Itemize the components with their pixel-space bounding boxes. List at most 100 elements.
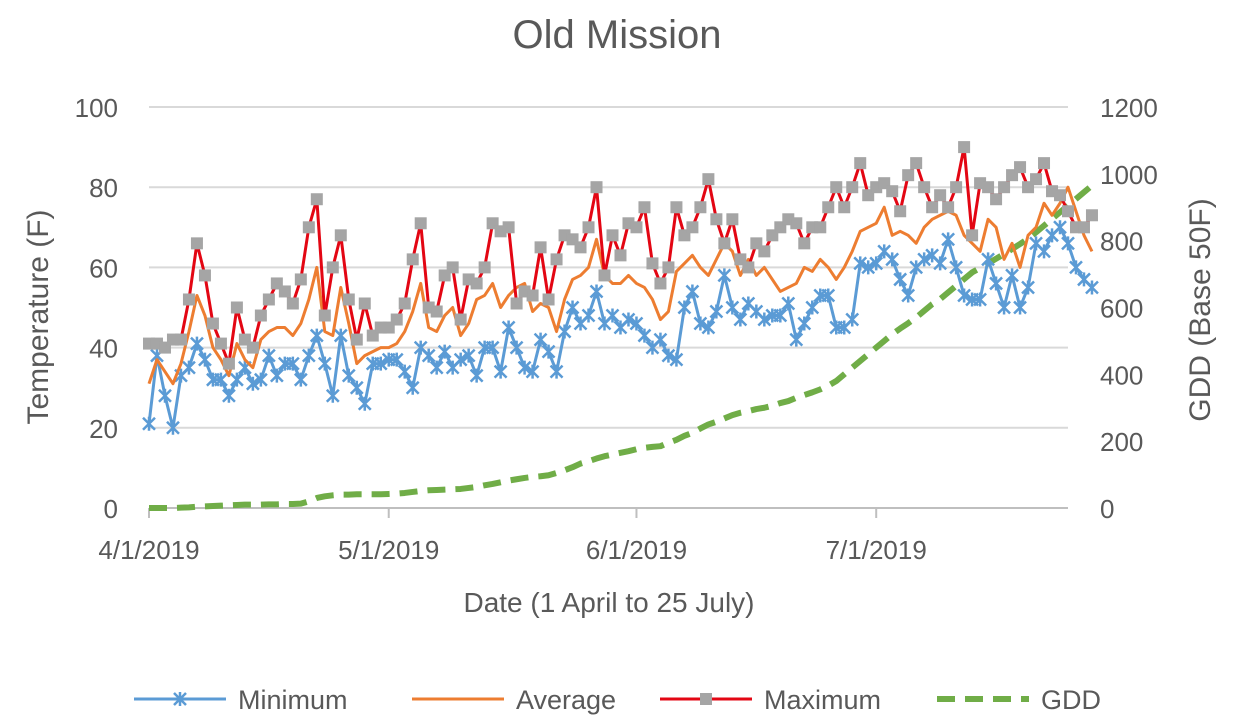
data-point-maximum bbox=[526, 289, 539, 302]
data-point-maximum bbox=[766, 229, 779, 242]
data-point-maximum bbox=[478, 261, 491, 274]
data-point-minimum bbox=[1037, 244, 1051, 259]
data-point-maximum bbox=[158, 341, 171, 354]
data-point-maximum bbox=[550, 253, 563, 266]
series-gdd bbox=[149, 183, 1094, 511]
data-point-maximum bbox=[854, 157, 867, 170]
data-point-maximum bbox=[926, 201, 939, 214]
y-tick-label: 60 bbox=[89, 253, 118, 283]
data-point-minimum bbox=[661, 348, 676, 363]
data-point-minimum bbox=[325, 388, 340, 403]
data-point-maximum bbox=[798, 237, 811, 250]
data-point-minimum bbox=[222, 388, 236, 403]
data-point-minimum bbox=[677, 300, 692, 315]
data-point-minimum bbox=[901, 288, 916, 303]
data-point-maximum bbox=[1030, 173, 1043, 186]
data-point-minimum bbox=[549, 364, 564, 379]
y2-tick-label: 1200 bbox=[1100, 93, 1158, 123]
data-point-maximum bbox=[598, 269, 611, 282]
data-point-minimum bbox=[1005, 268, 1019, 283]
data-point-minimum bbox=[733, 312, 748, 327]
data-point-maximum bbox=[918, 181, 931, 194]
data-point-minimum bbox=[501, 320, 516, 335]
data-point-minimum bbox=[525, 364, 540, 379]
legend-label: Average bbox=[516, 685, 616, 715]
data-point-minimum bbox=[821, 288, 836, 303]
legend: Minimum Average Maximum GDD bbox=[134, 685, 1101, 715]
data-point-maximum bbox=[718, 237, 731, 250]
data-point-minimum bbox=[885, 252, 900, 267]
data-point-maximum bbox=[414, 217, 427, 230]
data-point-minimum bbox=[893, 272, 908, 287]
data-point-minimum bbox=[182, 360, 196, 375]
legend-item-gdd: GDD bbox=[937, 685, 1101, 715]
data-point-maximum bbox=[662, 261, 675, 274]
data-point-maximum bbox=[294, 273, 307, 286]
data-point-maximum bbox=[1014, 161, 1027, 174]
data-point-minimum bbox=[861, 260, 876, 275]
data-point-minimum bbox=[333, 328, 348, 343]
data-point-maximum bbox=[326, 261, 339, 274]
data-point-maximum bbox=[398, 297, 411, 310]
data-point-maximum bbox=[342, 293, 355, 306]
data-point-maximum bbox=[894, 205, 907, 218]
data-point-minimum bbox=[845, 312, 860, 327]
series-layer bbox=[142, 141, 1099, 511]
data-point-maximum bbox=[286, 297, 299, 310]
data-point-minimum bbox=[517, 360, 532, 375]
data-point-maximum bbox=[734, 253, 747, 266]
data-point-maximum bbox=[302, 221, 315, 234]
y-tick-label: 20 bbox=[89, 414, 118, 444]
x-tick-label: 7/1/2019 bbox=[826, 535, 927, 565]
data-point-maximum bbox=[886, 185, 899, 198]
data-point-minimum bbox=[373, 356, 388, 371]
data-point-maximum bbox=[262, 293, 275, 306]
data-point-maximum bbox=[222, 357, 235, 370]
data-point-maximum bbox=[742, 261, 755, 274]
data-point-minimum bbox=[429, 360, 444, 375]
data-point-maximum bbox=[694, 201, 707, 214]
data-point-maximum bbox=[174, 333, 187, 346]
data-point-maximum bbox=[510, 297, 523, 310]
data-point-maximum bbox=[206, 317, 219, 330]
legend-marker bbox=[700, 693, 712, 705]
data-point-maximum bbox=[646, 257, 659, 270]
data-point-minimum bbox=[717, 268, 732, 283]
data-point-minimum bbox=[317, 356, 332, 371]
data-point-minimum bbox=[1069, 260, 1083, 275]
data-point-maximum bbox=[934, 189, 947, 202]
data-point-maximum bbox=[942, 201, 955, 214]
data-point-minimum bbox=[389, 352, 404, 367]
data-point-minimum bbox=[989, 276, 1003, 291]
data-point-minimum bbox=[198, 352, 212, 367]
data-point-maximum bbox=[654, 277, 667, 290]
data-point-maximum bbox=[630, 221, 643, 234]
data-point-maximum bbox=[790, 217, 803, 230]
data-point-minimum bbox=[581, 308, 596, 323]
data-point-minimum bbox=[757, 312, 772, 327]
y2-tick-label: 0 bbox=[1100, 494, 1114, 524]
data-point-minimum bbox=[285, 356, 300, 371]
data-point-maximum bbox=[254, 309, 267, 322]
data-point-minimum bbox=[629, 316, 644, 331]
data-point-minimum bbox=[1061, 236, 1075, 251]
data-point-maximum bbox=[846, 181, 859, 194]
y2-tick-label: 800 bbox=[1100, 227, 1143, 257]
data-point-minimum bbox=[797, 316, 812, 331]
data-point-maximum bbox=[270, 277, 283, 290]
data-point-minimum bbox=[781, 296, 796, 311]
data-point-minimum bbox=[357, 396, 372, 411]
data-point-maximum bbox=[502, 221, 515, 234]
data-point-maximum bbox=[726, 213, 739, 226]
data-point-minimum bbox=[589, 284, 604, 299]
data-point-minimum bbox=[773, 308, 788, 323]
data-point-maximum bbox=[438, 269, 451, 282]
data-point-maximum bbox=[230, 301, 243, 314]
data-point-minimum bbox=[949, 260, 964, 275]
y-tick-label: 40 bbox=[89, 334, 118, 364]
data-point-maximum bbox=[454, 313, 467, 326]
data-point-minimum bbox=[637, 328, 652, 343]
data-point-maximum bbox=[998, 181, 1011, 194]
data-point-minimum bbox=[293, 372, 308, 387]
data-point-maximum bbox=[990, 193, 1003, 206]
